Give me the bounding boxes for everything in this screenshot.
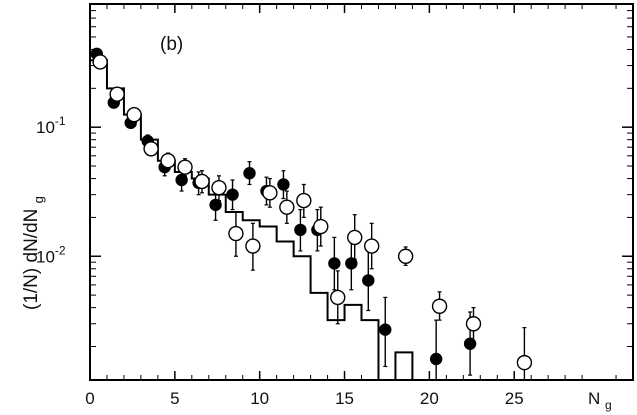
filled-data-point xyxy=(209,198,222,212)
filled-data-point xyxy=(379,323,392,336)
y-axis-label-main: (1/N) dN/dN xyxy=(21,209,42,310)
filled-data-point xyxy=(429,352,443,366)
x-axis-label: N g xyxy=(588,389,612,412)
filled-data-point xyxy=(328,257,341,270)
y-tick-label: 10-1 xyxy=(36,114,66,137)
filled-data-point xyxy=(243,167,256,180)
open-data-point xyxy=(363,238,380,254)
panel-label: (b) xyxy=(160,34,183,55)
filled-data-point xyxy=(175,173,188,187)
open-data-point xyxy=(262,185,278,201)
open-data-point xyxy=(313,218,329,235)
x-tick-label: 10 xyxy=(250,389,269,408)
x-tick-label: 5 xyxy=(170,389,179,408)
open-data-point xyxy=(516,354,533,371)
open-data-point xyxy=(245,238,261,254)
open-data-point xyxy=(431,298,448,314)
filled-data-point xyxy=(345,257,358,270)
open-data-point xyxy=(143,141,159,157)
open-data-point xyxy=(126,106,142,123)
y-tick-label: 10-2 xyxy=(36,243,66,266)
x-tick-label: 0 xyxy=(85,389,94,408)
open-data-point xyxy=(177,159,193,175)
x-tick-label: 25 xyxy=(505,389,524,408)
filled-data-point xyxy=(294,223,307,237)
open-data-point xyxy=(465,316,482,332)
filled-data-point xyxy=(226,188,239,201)
filled-data-point xyxy=(362,274,375,287)
open-data-point xyxy=(211,179,227,196)
plot-frame xyxy=(89,3,634,381)
open-data-point xyxy=(397,248,414,264)
x-tick-label: 15 xyxy=(335,389,354,408)
open-data-point xyxy=(347,229,363,246)
y-axis-label-sub: g xyxy=(31,196,46,203)
histogram-line xyxy=(89,59,430,381)
open-data-point xyxy=(92,54,108,70)
open-data-point xyxy=(279,199,295,215)
y-axis-label: (1/N) dN/dN g xyxy=(21,196,46,310)
open-data-point xyxy=(228,225,244,242)
open-data-point xyxy=(296,192,312,209)
open-data-point xyxy=(109,86,125,102)
open-data-point xyxy=(330,289,346,306)
x-axis-label-sub: g xyxy=(605,398,612,412)
x-axis-label-main: N xyxy=(588,389,600,408)
filled-data-point xyxy=(277,178,290,191)
open-data-point xyxy=(160,152,176,169)
x-tick-label: 20 xyxy=(420,389,439,408)
open-data-point xyxy=(194,173,210,190)
